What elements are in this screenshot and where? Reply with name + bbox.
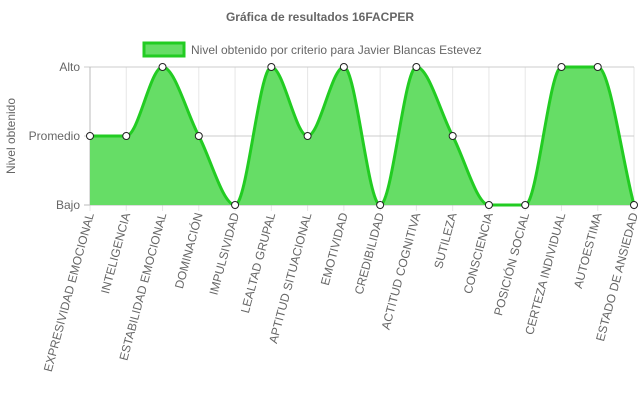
y-tick-label: Alto [59, 60, 80, 74]
series-area [90, 65, 636, 207]
data-point[interactable] [412, 63, 421, 71]
data-point[interactable] [630, 201, 638, 209]
x-tick-label: IMPULSIVIDAD [207, 211, 243, 297]
data-point[interactable] [339, 63, 348, 71]
x-tick-label: CONSCIENCIA [461, 211, 496, 295]
x-axis-ticks: EXPRESIVIDAD EMOCIONAL INTELIGENCIAESTABI… [41, 211, 639, 374]
data-points[interactable] [86, 63, 638, 209]
x-tick-label: POSICIÓN SOCIAL [490, 211, 532, 318]
chart-title: Gráfica de resultados 16FACPER [226, 10, 414, 24]
data-point[interactable] [231, 201, 240, 209]
x-tick-label: CREDIBILIDAD [352, 211, 387, 296]
x-tick-label: EMOTIVIDAD [318, 211, 351, 287]
data-point[interactable] [122, 132, 131, 140]
legend-swatch[interactable] [142, 41, 186, 58]
x-tick-label: EXPRESIVIDAD EMOCIONAL [41, 211, 97, 373]
data-point[interactable] [484, 201, 493, 209]
x-tick-label: AUTOESTIMA [571, 211, 605, 290]
data-point[interactable] [521, 201, 530, 209]
y-tick-label: Promedio [29, 129, 81, 143]
y-tick-label: Bajo [56, 198, 80, 212]
data-point[interactable] [593, 63, 602, 71]
x-tick-label: ACTITUD COGNITIVA [379, 211, 424, 331]
data-point[interactable] [376, 201, 385, 209]
data-point[interactable] [86, 132, 94, 140]
legend-label[interactable]: Nivel obtenido por criterio para Javier … [191, 43, 482, 57]
data-point[interactable] [448, 132, 457, 140]
x-tick-label: INTELIGENCIA [98, 211, 133, 295]
data-point[interactable] [303, 132, 312, 140]
x-tick-label: LEALTAD GRUPAL [238, 211, 278, 315]
data-point[interactable] [267, 63, 276, 71]
data-point[interactable] [158, 63, 167, 71]
legend[interactable]: Nivel obtenido por criterio para Javier … [142, 41, 482, 58]
y-axis-label: Nivel obtenido [4, 98, 18, 174]
x-tick-label: DOMINACIÓN [171, 211, 206, 290]
x-tick-label: CERTEZA INDIVIDUAL [522, 211, 568, 336]
data-point[interactable] [194, 132, 203, 140]
x-tick-label: SUTILEZA [431, 211, 459, 270]
y-axis-ticks: Bajo Promedio Alto [29, 60, 81, 212]
series-line [90, 65, 636, 207]
data-point[interactable] [557, 63, 566, 71]
